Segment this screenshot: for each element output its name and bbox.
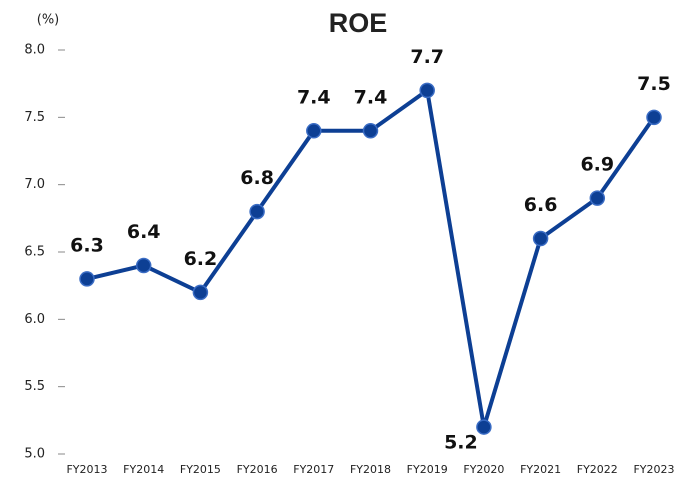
data-label: 6.6 — [524, 194, 558, 216]
x-tick-label: FY2013 — [66, 463, 107, 476]
y-tick-label: 6.0 — [24, 312, 45, 327]
data-label: 6.3 — [70, 234, 104, 256]
data-label: 7.5 — [637, 73, 671, 95]
x-tick-label: FY2016 — [237, 463, 278, 476]
y-tick-label: 7.0 — [24, 177, 45, 192]
x-tick-label: FY2015 — [180, 463, 221, 476]
data-point — [192, 284, 209, 301]
x-tick-label: FY2020 — [463, 463, 504, 476]
data-point — [419, 82, 435, 99]
x-tick-label: FY2022 — [577, 463, 618, 476]
x-tick-label: FY2017 — [293, 463, 334, 476]
data-point — [476, 419, 492, 435]
data-point — [646, 109, 662, 126]
data-label: 7.4 — [354, 86, 388, 108]
data-point — [589, 190, 606, 206]
data-label: 7.7 — [410, 46, 444, 68]
chart-title: ROE — [329, 8, 388, 38]
y-tick-label: 8.0 — [24, 43, 45, 58]
data-point — [306, 123, 322, 139]
y-tick-label: 7.5 — [24, 110, 45, 125]
data-point — [79, 271, 95, 287]
data-point — [135, 257, 152, 274]
x-tick-label: FY2014 — [123, 463, 164, 476]
x-tick-label: FY2023 — [633, 463, 674, 476]
data-label: 6.9 — [580, 154, 614, 176]
data-point — [532, 230, 549, 247]
data-label: 7.4 — [297, 86, 331, 108]
data-label: 6.2 — [184, 248, 218, 270]
y-axis-label: (%) — [37, 13, 60, 28]
x-tick-label: FY2018 — [350, 463, 391, 476]
x-tick-label: FY2021 — [520, 463, 561, 476]
data-label: 6.4 — [127, 221, 161, 243]
data-label: 6.8 — [240, 167, 274, 189]
data-point — [362, 123, 379, 139]
y-tick-label: 5.0 — [24, 447, 45, 462]
data-label: 5.2 — [444, 432, 478, 454]
x-tick-label: FY2019 — [407, 463, 448, 476]
data-point — [249, 203, 265, 220]
y-tick-label: 6.5 — [24, 245, 45, 260]
series-line — [86, 88, 656, 430]
y-tick-label: 5.5 — [24, 379, 45, 394]
